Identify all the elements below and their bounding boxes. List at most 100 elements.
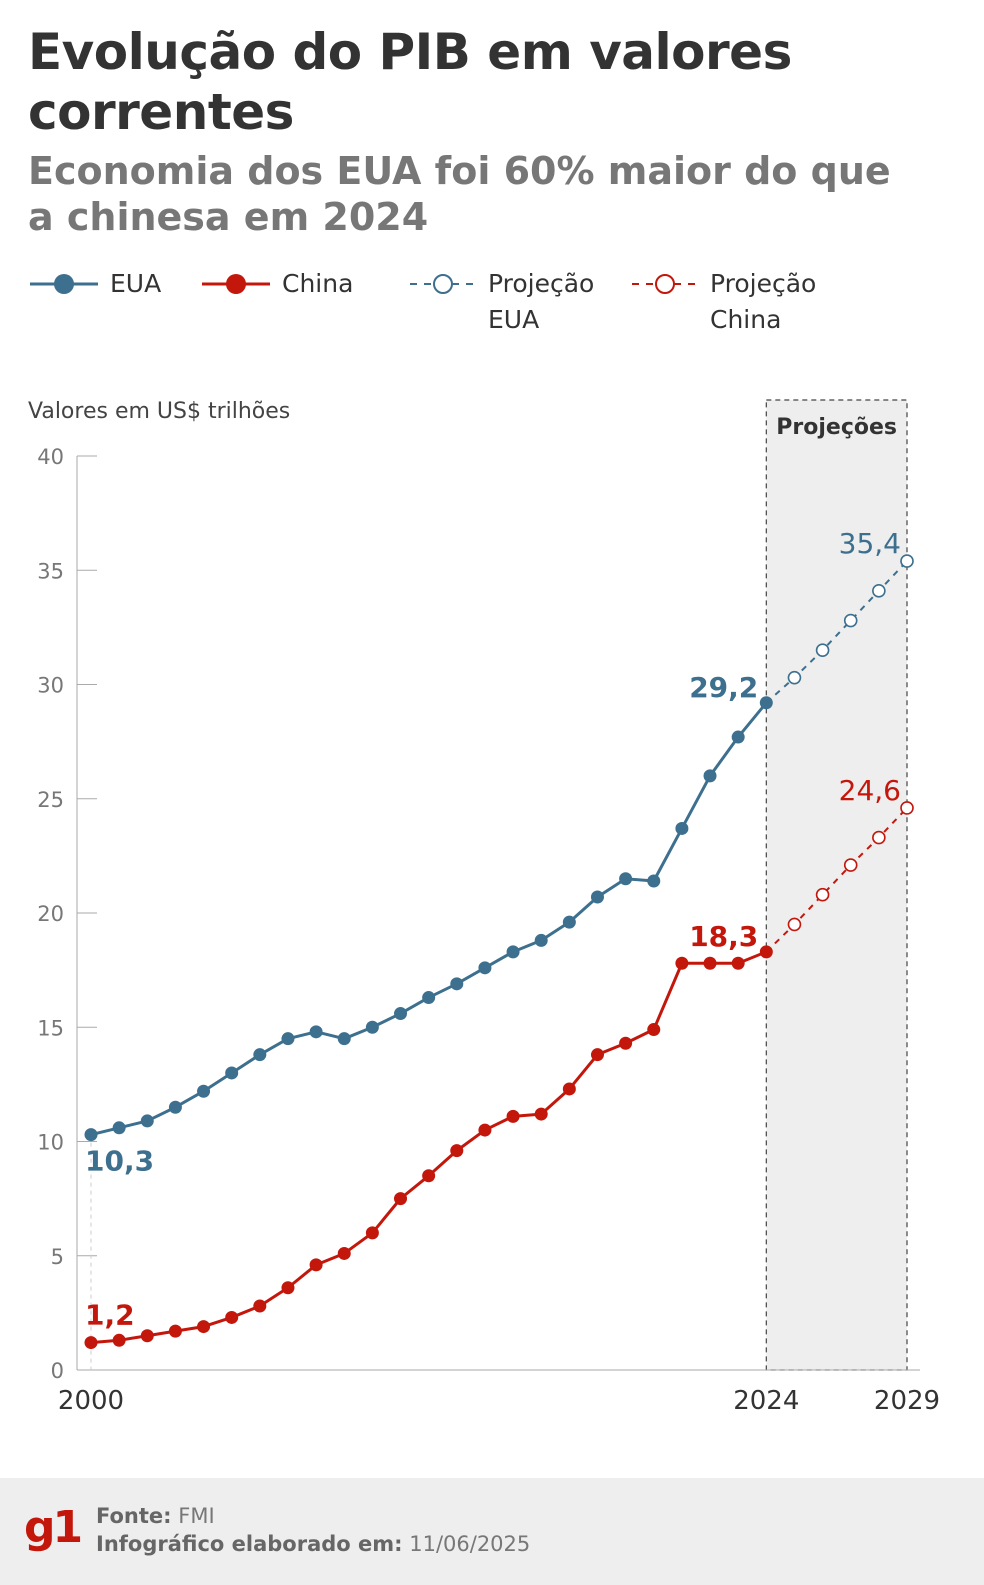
data-point [168, 1100, 182, 1114]
x-tick-label: 2000 [58, 1386, 124, 1416]
y-tick-label: 35 [37, 559, 64, 583]
y-tick-label: 40 [37, 445, 64, 469]
data-point [703, 956, 717, 970]
data-label: 18,3 [689, 920, 758, 953]
series-line [765, 560, 908, 704]
data-point [647, 1023, 661, 1037]
legend-label-projecao-china: Projeção China [710, 269, 817, 334]
series-line [90, 950, 767, 1345]
data-point [422, 991, 436, 1005]
data-point [843, 613, 858, 628]
source-block: Fonte: FMI Infográfico elaborado em: 11/… [96, 1502, 530, 1558]
data-point [900, 554, 914, 568]
series-line [90, 701, 768, 1137]
data-label: 35,4 [839, 527, 901, 560]
data-point [843, 858, 858, 872]
legend-label-china: China [282, 269, 354, 298]
data-point [675, 956, 689, 970]
legend-swatch-eua [30, 274, 98, 294]
data-label: 1,2 [85, 1299, 135, 1332]
data-point [900, 801, 914, 815]
data-point [506, 1109, 520, 1123]
data-point [168, 1324, 182, 1338]
y-tick-label: 0 [51, 1359, 64, 1383]
data-point [759, 696, 773, 710]
chart-title: Evolução do PIB em valores correntes [28, 23, 792, 141]
data-point [731, 956, 745, 970]
source-label: Fonte: [96, 1504, 172, 1528]
data-point [197, 1084, 211, 1098]
x-tick-label: 2024 [733, 1386, 799, 1416]
y-axis-label: Valores em US$ trilhões [28, 399, 290, 424]
data-point [478, 1123, 492, 1137]
data-point [281, 1032, 295, 1046]
data-point [478, 961, 492, 975]
legend-item-china: China [200, 266, 353, 336]
x-tick-label: 2029 [874, 1386, 940, 1416]
data-point [619, 1036, 633, 1050]
data-point [450, 1144, 464, 1158]
data-point [309, 1258, 323, 1272]
y-tick-label: 30 [37, 674, 64, 698]
data-point [394, 1192, 408, 1206]
legend-swatch-china [202, 274, 270, 294]
data-point [815, 887, 830, 902]
chart-subtitle: Economia dos EUA foi 60% maior do que a … [28, 149, 891, 239]
data-point [590, 1048, 604, 1062]
y-tick-label: 20 [37, 902, 64, 926]
data-point [703, 769, 717, 783]
data-label: 29,2 [689, 671, 758, 704]
legend-label-projecao-eua: Projeção EUA [488, 269, 595, 334]
data-point [253, 1048, 267, 1062]
data-point [534, 933, 548, 947]
data-point [337, 1032, 351, 1046]
data-point [253, 1299, 267, 1313]
data-point [84, 1128, 98, 1142]
data-point [281, 1281, 295, 1295]
data-point [731, 730, 745, 744]
data-label: 10,3 [85, 1145, 154, 1178]
data-label: 24,6 [839, 774, 901, 807]
legend-swatch-projecao-china [632, 274, 698, 294]
data-point [562, 915, 576, 929]
made-value: 11/06/2025 [409, 1532, 531, 1556]
data-point [112, 1333, 126, 1347]
data-point [197, 1320, 211, 1334]
data-point [872, 584, 886, 598]
data-point [84, 1336, 98, 1350]
data-point [365, 1020, 379, 1034]
data-point [309, 1025, 323, 1039]
source-value: FMI [178, 1504, 215, 1528]
data-point [225, 1066, 239, 1080]
legend-item-eua: EUA [28, 266, 161, 336]
data-point [394, 1007, 408, 1021]
data-point [225, 1310, 239, 1324]
data-point [562, 1082, 576, 1096]
data-point [140, 1329, 154, 1343]
y-tick-label: 10 [37, 1131, 64, 1155]
legend-label-eua: EUA [110, 269, 162, 298]
data-point [590, 890, 604, 904]
data-point [365, 1226, 379, 1240]
footer: g1 Fonte: FMI Infográfico elaborado em: … [0, 1478, 984, 1585]
data-point [422, 1169, 436, 1183]
line-chart: Projeções Valores em US$ trilhões 0 5 10 15 20… [28, 399, 940, 1416]
y-tick-label: 5 [51, 1245, 64, 1269]
data-point [337, 1246, 351, 1260]
y-tick-label: 25 [37, 788, 64, 812]
data-point [450, 977, 464, 991]
data-point [506, 945, 520, 959]
data-point [647, 874, 661, 888]
data-point [787, 670, 802, 685]
data-point [872, 830, 886, 845]
data-point [787, 917, 802, 932]
series-line [765, 807, 908, 953]
y-tick-label: 15 [37, 1016, 64, 1040]
data-point [534, 1107, 548, 1121]
legend-swatch-projecao-eua [410, 274, 476, 294]
made-label: Infográfico elaborado em: [96, 1532, 403, 1556]
projection-box [765, 399, 908, 1371]
data-point [112, 1121, 126, 1135]
data-point [140, 1114, 154, 1128]
legend-item-projecao-china: Projeção China [630, 266, 816, 336]
